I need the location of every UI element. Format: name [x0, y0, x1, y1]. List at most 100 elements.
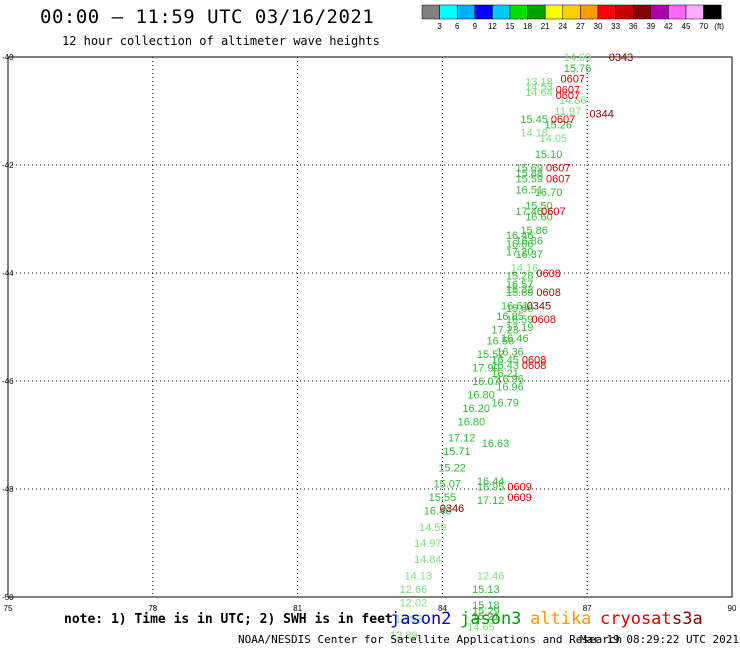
colorbar-swatch — [509, 4, 528, 20]
y-tick-label: -40 — [2, 53, 14, 62]
jason3-swh-point: 15.69 — [516, 163, 544, 175]
colorbar-unit: (ft) — [714, 22, 724, 31]
jason3-swh-point: 15.18 — [472, 600, 500, 612]
jason3-swh-point: 14.16 — [511, 263, 539, 275]
chart-title: 00:00 – 11:59 UTC 03/16/2021 — [40, 6, 375, 28]
colorbar-swatch — [421, 4, 440, 20]
jason3-swh-point: 12.46 — [477, 570, 505, 582]
legend-jason2: jason2 — [390, 609, 452, 629]
x-tick-label: 84 — [438, 604, 447, 613]
colorbar-tick-label: 33 — [611, 22, 620, 31]
jason3-swh-point: 16.44 — [477, 476, 505, 488]
jason3-swh-point: 15.45 — [520, 114, 548, 126]
colorbar-tick-label: 42 — [664, 22, 673, 31]
jason3-swh-point: 14.59 — [419, 522, 447, 534]
jason3-swh-point: 16.07 — [472, 376, 500, 388]
jason3-swh-point: 14.64 — [525, 87, 553, 99]
jason3-swh-point: 17.12 — [448, 433, 476, 445]
cryosat-pass-label: 0607 — [546, 174, 570, 186]
jason3-swh-point: 12.93 — [395, 614, 423, 626]
cryosat-pass-label: 0609 — [507, 481, 531, 493]
jason3-swh-point: 17.23 — [491, 325, 519, 337]
jason3-swh-point: 16.46 — [506, 230, 534, 242]
colorbar-tick-label: 39 — [646, 22, 655, 31]
colorbar-swatch — [474, 4, 493, 20]
colorbar-swatch — [527, 4, 546, 20]
jason3-swh-point: 16.63 — [482, 438, 510, 450]
jason3-swh-point: 12.02 — [400, 597, 428, 609]
colorbar-tick-label: 70 — [699, 22, 708, 31]
colorbar-tick-label: 12 — [488, 22, 497, 31]
jason3-swh-point: 15.50 — [525, 201, 553, 213]
jason3-swh-point: 16.59 — [506, 314, 534, 326]
jason3-swh-point: 14.53 — [525, 82, 553, 94]
cryosat-pass-label: 0607 — [551, 114, 575, 126]
jason3-swh-point: 14.05 — [540, 133, 568, 145]
y-tick-label: -42 — [2, 161, 14, 170]
jason3-swh-point: 14.97 — [414, 538, 442, 550]
jason3-swh-point: 15.10 — [535, 149, 563, 161]
jason3-swh-point: 16.80 — [467, 390, 495, 402]
colorbar-swatch — [492, 4, 511, 20]
colorbar-swatch — [685, 4, 704, 20]
jason3-swh-point: 14.13 — [405, 570, 433, 582]
colorbar-swatch — [668, 4, 687, 20]
jason3-swh-point: 16.57 — [506, 279, 534, 291]
cryosat-pass-label: 0607 — [541, 206, 565, 218]
jason3-swh-point: 15.21 — [472, 611, 500, 623]
x-tick-label: 78 — [148, 604, 157, 613]
cryosat-pass-label: 0608 — [536, 268, 560, 280]
x-tick-label: 75 — [4, 604, 13, 613]
credit-text: NOAA/NESDIS Center for Satellite Applica… — [238, 633, 623, 646]
y-tick-label: -44 — [2, 269, 14, 278]
jason3-swh-point: 16.56 — [487, 336, 515, 348]
y-tick-label: -50 — [2, 593, 14, 602]
cryosat-pass-label: 0608 — [522, 354, 546, 366]
jason3-swh-point: 14.84 — [414, 554, 442, 566]
chart-subtitle: 12 hour collection of altimeter wave hei… — [62, 34, 380, 48]
colorbar-swatch — [456, 4, 476, 20]
jason3-swh-point: 15.13 — [472, 584, 500, 596]
jason3-swh-point: 17.90 — [472, 363, 500, 375]
jason3-swh-point: 16.43 — [491, 360, 519, 372]
s3a-pass-label: 0345 — [527, 300, 551, 312]
jason3-swh-point: 14.86 — [559, 95, 587, 107]
jason3-swh-point: 16.96 — [496, 373, 524, 385]
legend-cryosat: cryosat — [600, 609, 672, 629]
jason3-swh-point: 15.22 — [438, 462, 466, 474]
jason3-swh-point: 15.52 — [477, 349, 505, 361]
jason3-swh-point: 16.95 — [477, 481, 505, 493]
jason3-swh-point: 15.59 — [516, 174, 544, 186]
footer-note: note: 1) Time is in UTC; 2) SWH is in fe… — [64, 612, 393, 627]
jason3-swh-point: 16.46 — [424, 506, 452, 518]
x-tick-label: 81 — [293, 604, 302, 613]
jason3-swh-point: 12.66 — [400, 584, 428, 596]
cryosat-pass-label: 0609 — [507, 492, 531, 504]
jason3-swh-point: 16.21 — [491, 368, 519, 380]
colorbar-tick-label: 18 — [523, 22, 532, 31]
colorbar: 3 6 9 12 15 18 21 24 27 30 33 36 39 42 45 70 (ft) — [421, 4, 724, 31]
colorbar-tick-label: 27 — [576, 22, 585, 31]
legend-altika: altika — [530, 609, 592, 629]
jason3-swh-point: 15.07 — [433, 479, 461, 491]
cryosat-pass-label: 0608 — [522, 360, 546, 372]
jason3-swh-point: 17.46 — [516, 206, 544, 218]
jason3-swh-point: 16.60 — [525, 211, 553, 223]
y-tick-label: -46 — [2, 377, 14, 386]
jason3-swh-point: 15.29 — [472, 606, 500, 618]
jason3-swh-point: 15.71 — [443, 446, 471, 458]
cryosat-pass-label: 0607 — [556, 90, 580, 102]
colorbar-tick-label: 6 — [455, 22, 460, 31]
jason3-swh-point: 16.96 — [496, 381, 524, 393]
jason3-swh-point: 16.61 — [501, 300, 529, 312]
jason3-swh-point: 17.19 — [506, 322, 534, 334]
colorbar-tick-label: 21 — [541, 22, 550, 31]
y-axis: -40 -42 -44 -46 -48 -50 — [2, 53, 14, 602]
colorbar-swatch — [615, 4, 634, 20]
jason3-swh-point: 15.66 — [506, 303, 534, 315]
grid-lines — [8, 57, 732, 597]
jason3-swh-point: 16.86 — [516, 236, 544, 248]
s3a-pass-label: 0343 — [609, 52, 633, 64]
legend-s3a: s3a — [672, 609, 703, 629]
